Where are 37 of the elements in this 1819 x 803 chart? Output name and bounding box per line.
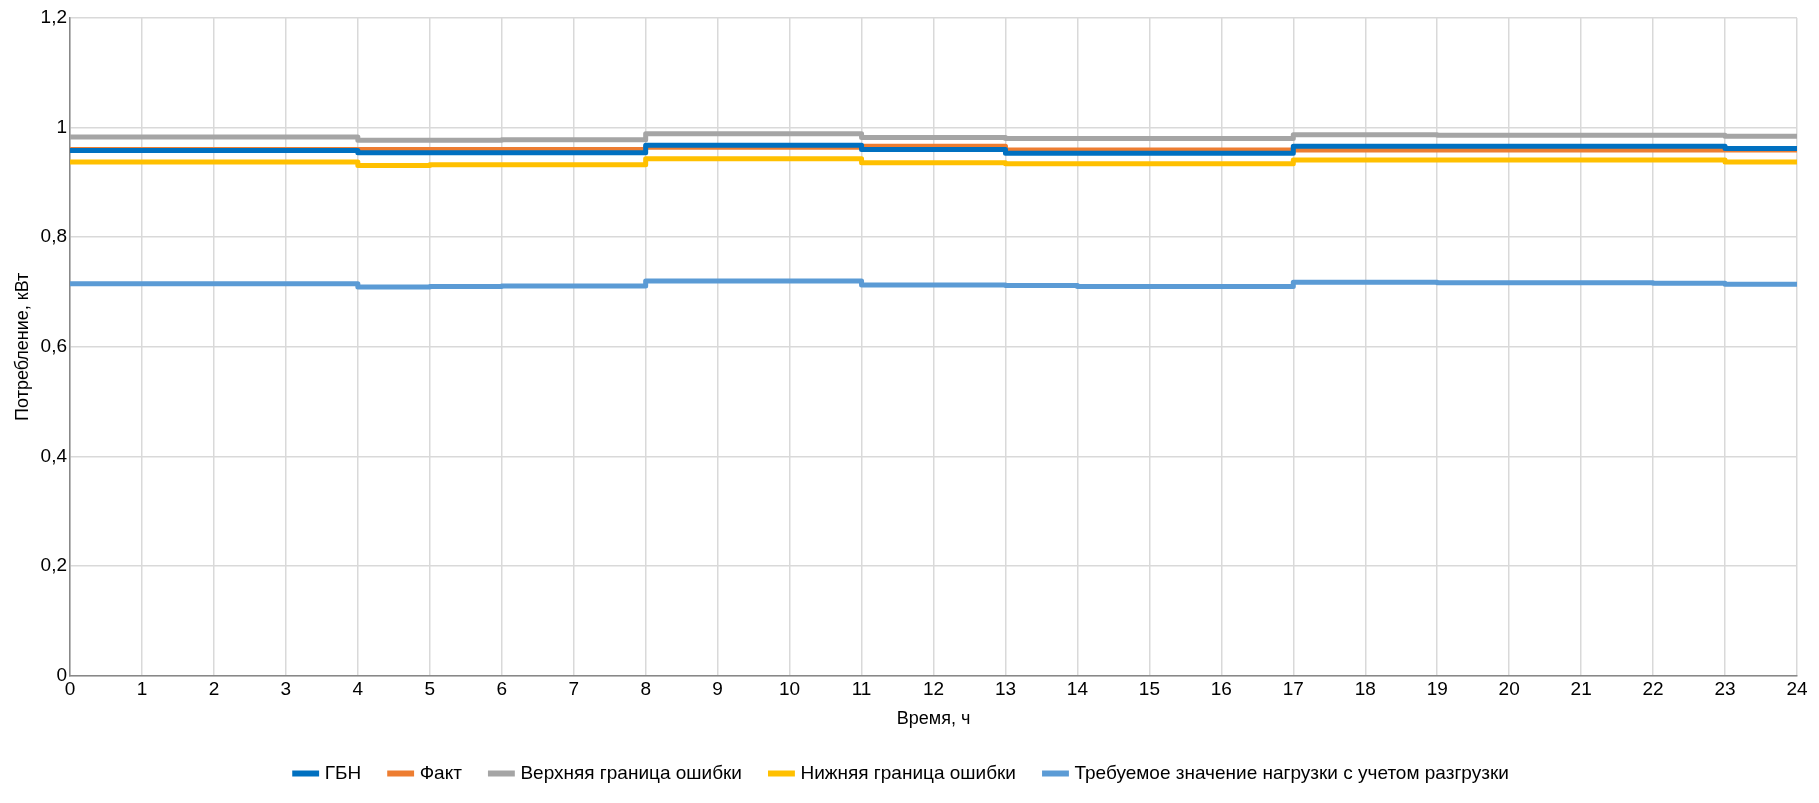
- x-tick-label: 21: [1570, 678, 1592, 700]
- x-tick-label: 22: [1642, 678, 1664, 700]
- x-tick-label: 15: [1138, 678, 1160, 700]
- y-axis-title: Потребление, кВт: [11, 272, 32, 421]
- x-tick-label: 5: [424, 678, 436, 700]
- x-tick-label: 16: [1210, 678, 1232, 700]
- x-axis-title: Время, ч: [896, 708, 971, 729]
- x-tick-label: 17: [1282, 678, 1304, 700]
- x-tick-label: 6: [496, 678, 508, 700]
- y-tick-label: 0,8: [40, 225, 68, 247]
- x-tick-label: 14: [1066, 678, 1089, 700]
- x-tick-label: 2: [208, 678, 220, 700]
- x-tick-label: 19: [1426, 678, 1448, 700]
- x-tick-label: 24: [1786, 678, 1808, 700]
- x-tick-label: 7: [568, 678, 580, 700]
- x-tick-label: 11: [851, 678, 872, 700]
- x-tick-label: 9: [712, 678, 723, 700]
- y-tick-label: 1,2: [40, 6, 68, 28]
- y-tick-label: 0,6: [40, 335, 68, 357]
- y-tick-label: 0,2: [40, 554, 68, 576]
- x-tick-label: 8: [640, 678, 651, 700]
- x-tick-label: 4: [352, 678, 364, 700]
- legend-label: ГБН: [324, 761, 362, 783]
- y-tick-label: 0,4: [40, 444, 68, 466]
- x-tick-label: 1: [136, 678, 148, 700]
- x-tick-label: 12: [922, 678, 945, 700]
- legend-label: Верхняя граница ошибки: [520, 761, 742, 783]
- legend-label: Нижняя граница ошибки: [800, 761, 1016, 783]
- legend-label: Факт: [419, 761, 463, 783]
- legend-label: Требуемое значение нагрузки с учетом разгрузки: [1074, 761, 1509, 783]
- x-tick-label: 18: [1354, 678, 1376, 700]
- y-tick-label: 1: [56, 115, 68, 137]
- x-tick-label: 3: [280, 678, 292, 700]
- x-tick-label: 10: [779, 678, 801, 700]
- x-tick-label: 20: [1498, 678, 1520, 700]
- x-tick-label: 23: [1714, 678, 1736, 700]
- x-tick-label: 13: [994, 678, 1017, 700]
